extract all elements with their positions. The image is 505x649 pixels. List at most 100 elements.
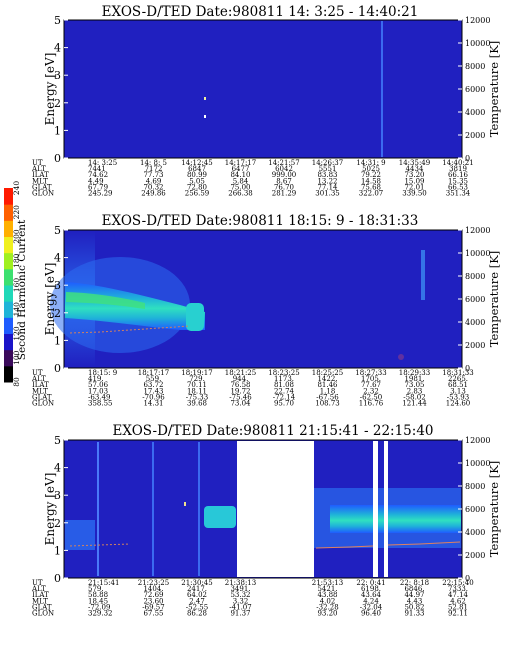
- table-cell: 729.: [189, 375, 205, 383]
- table-cell: 1422.: [317, 375, 337, 383]
- table-cell: 6042: [275, 165, 293, 173]
- table-row-label: GLON: [32, 190, 54, 198]
- y2-tick-label: 12000: [465, 436, 490, 445]
- table-cell: 75.68: [361, 183, 381, 191]
- table-cell: 91.33: [404, 610, 424, 618]
- panel-1-bright-pixel: [204, 115, 206, 118]
- table-cell: 15.09: [404, 177, 424, 185]
- colorbar-swatch: [4, 333, 13, 351]
- panel-1-y2label: Temperature [K]: [487, 41, 501, 138]
- panel-3-ylabel: Energy [eV]: [43, 473, 57, 546]
- table-cell: 18:19:17: [181, 369, 212, 377]
- table-cell: 18.45: [88, 597, 108, 605]
- table-cell: 14:17:17: [225, 159, 256, 167]
- colorbar-tick-label: 180: [12, 253, 21, 268]
- table-cell: 96.40: [361, 610, 381, 618]
- table-cell: 5025: [362, 165, 380, 173]
- y-tick-label: 2: [54, 97, 61, 110]
- table-row-label: ALT: [31, 585, 46, 593]
- table-cell: 2.32: [363, 387, 379, 395]
- table-cell: 14: 8: 5: [140, 159, 167, 167]
- table-cell: 81.46: [317, 381, 338, 389]
- table-cell: 266.38: [228, 190, 253, 198]
- panel-3-cyan-band: [330, 505, 461, 533]
- table-cell: 1173.: [274, 375, 294, 383]
- y2-tick-label: 2000: [465, 131, 485, 140]
- table-cell: 57.06: [88, 381, 109, 389]
- table-cell: 83.83: [317, 171, 337, 179]
- y-tick-label: 0: [54, 152, 61, 165]
- colorbar-swatch: [4, 220, 13, 237]
- table-cell: -67.56: [316, 393, 339, 401]
- table-cell: 7172: [145, 165, 163, 173]
- table-cell: 339.50: [402, 190, 427, 198]
- table-cell: 18:25:25: [312, 369, 343, 377]
- table-cell: 2265.: [448, 375, 468, 383]
- panel-1-ylabel: Energy [eV]: [43, 53, 57, 126]
- table-cell: 3.32: [233, 597, 249, 605]
- table-cell: 2.83: [407, 387, 423, 395]
- table-cell: 999.00: [272, 171, 297, 179]
- table-cell: 249.86: [141, 190, 166, 198]
- table-cell: 18:23:25: [268, 369, 299, 377]
- panel-2-temperature-trace: [69, 325, 191, 334]
- colorbar-swatch: [4, 252, 13, 270]
- table-row-label: ILAT: [32, 171, 49, 179]
- panel-1-title: EXOS-D/TED Date:980811 14: 3:25 - 14:40:…: [102, 4, 419, 20]
- table-cell: 21:23:25: [138, 579, 169, 587]
- table-cell: 5421.: [317, 585, 337, 593]
- table-cell: -32.04: [360, 603, 383, 611]
- table-cell: 358.55: [88, 400, 113, 408]
- table-cell: 7333.: [448, 585, 468, 593]
- table-row-label: GLON: [32, 610, 54, 618]
- table-cell: 52.81: [448, 603, 468, 611]
- panel-2-green-core: [66, 292, 145, 309]
- table-cell: 5551: [319, 165, 337, 173]
- y2-tick-label: 12000: [465, 226, 490, 235]
- table-cell: -52.55: [186, 603, 208, 611]
- table-cell: 6477: [232, 165, 250, 173]
- table-row-label: MLT: [32, 387, 48, 395]
- table-cell: 18.11: [187, 387, 207, 395]
- table-cell: 14:35:49: [399, 159, 430, 167]
- y-tick-label: 1: [54, 334, 61, 347]
- table-cell: 67.55: [143, 610, 163, 618]
- table-cell: 1404.: [143, 585, 163, 593]
- y-tick-label: 3: [54, 69, 61, 82]
- table-row-label: ALT: [31, 375, 46, 383]
- table-cell: 18:29:33: [399, 369, 430, 377]
- table-cell: 14: 3:25: [88, 159, 117, 167]
- table-cell: 116.76: [359, 400, 384, 408]
- table-cell: 329.32: [88, 610, 113, 618]
- table-cell: 14:40:21: [442, 159, 473, 167]
- panel-2-title: EXOS-D/TED Date:980811 18:15: 9 - 18:31:…: [102, 213, 419, 229]
- colorbar-tick-label: 80: [12, 377, 21, 387]
- table-cell: 245.29: [88, 190, 113, 198]
- table-cell: 4434: [406, 165, 424, 173]
- table-cell: 4.24: [363, 597, 379, 605]
- table-row-label: MLT: [32, 177, 48, 185]
- table-cell: 944.: [233, 375, 249, 383]
- panel-3-streak: [97, 442, 99, 576]
- panel-3-y2label: Temperature [K]: [487, 461, 501, 558]
- table-row-label: GLAT: [32, 393, 52, 401]
- table-cell: -41.07: [229, 603, 251, 611]
- table-row-label: ILAT: [32, 591, 49, 599]
- table-cell: 4.43: [407, 597, 423, 605]
- colorbar-swatch: [4, 268, 13, 286]
- table-cell: 18:15: 9: [88, 369, 117, 377]
- table-cell: 14:12:45: [181, 159, 212, 167]
- table-cell: 91.37: [230, 610, 250, 618]
- colorbar-swatch: [4, 236, 13, 254]
- panel-1-features: [204, 21, 383, 157]
- table-cell: 18:31:33: [442, 369, 473, 377]
- table-cell: 14:26:37: [312, 159, 343, 167]
- table-cell: 17.03: [88, 387, 108, 395]
- panel-3-y-axis: Energy [eV] Temperature [K] 0 1 2 3 4 5 0 2000…: [43, 434, 501, 585]
- colorbar-tick-label: 100: [12, 350, 21, 365]
- table-cell: 21:38:13: [225, 579, 256, 587]
- panel-1-bright-pixel: [204, 97, 206, 100]
- y2-tick-label: 8000: [465, 62, 485, 71]
- table-cell: 18:21:25: [225, 369, 256, 377]
- table-cell: 17.43: [143, 387, 163, 395]
